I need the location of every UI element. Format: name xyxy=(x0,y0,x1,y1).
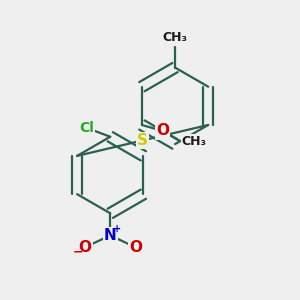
Text: O: O xyxy=(156,123,169,138)
Text: −: − xyxy=(73,246,83,259)
Text: O: O xyxy=(79,240,92,255)
Text: CH₃: CH₃ xyxy=(163,31,188,44)
Text: CH₃: CH₃ xyxy=(182,135,207,148)
Text: +: + xyxy=(113,224,121,234)
Text: O: O xyxy=(129,240,142,255)
Text: S: S xyxy=(137,133,148,148)
Text: Cl: Cl xyxy=(79,121,94,135)
Text: N: N xyxy=(104,228,117,243)
